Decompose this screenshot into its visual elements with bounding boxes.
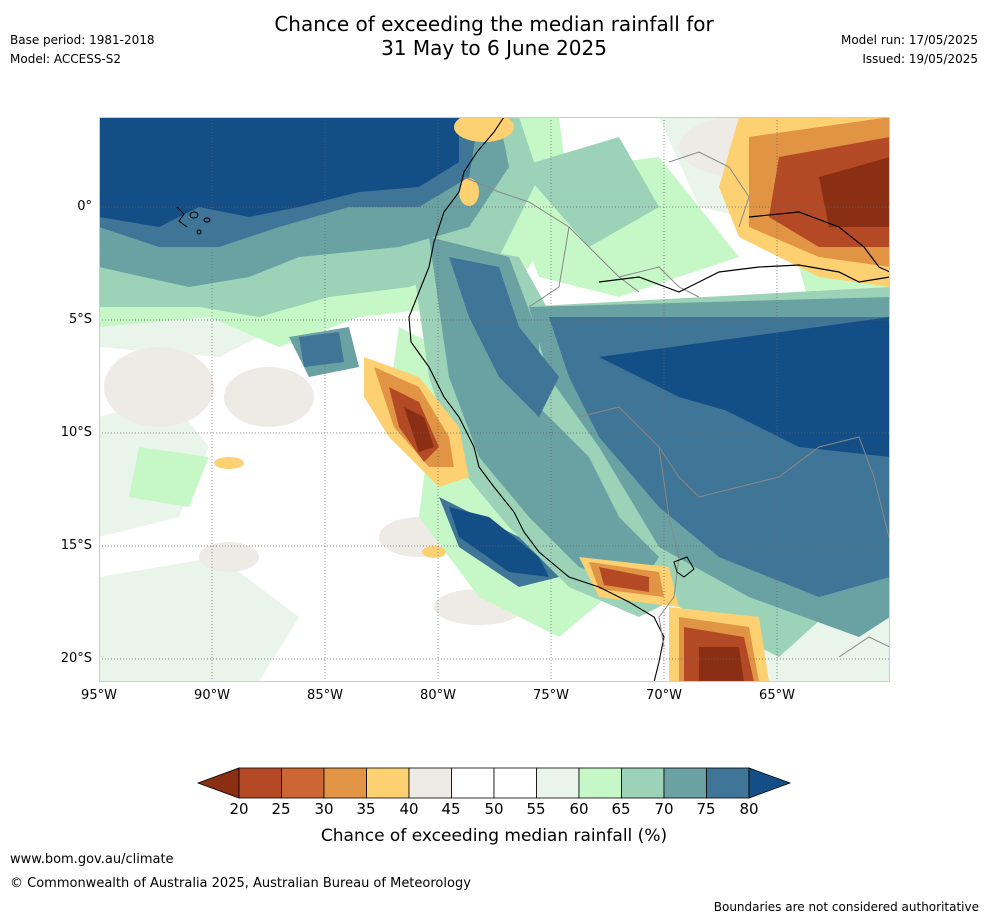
lon-label-85w: 85°W xyxy=(307,688,343,703)
colorbar xyxy=(196,767,792,799)
model-text: Model: ACCESS-S2 xyxy=(10,52,122,66)
colorbar-tick-50: 50 xyxy=(484,800,504,818)
lon-label-65w: 65°W xyxy=(759,688,795,703)
colorbar-tick-40: 40 xyxy=(399,800,419,818)
probability-fill-deep-blue xyxy=(99,117,890,644)
country-borders xyxy=(463,151,890,658)
colorbar-cell xyxy=(238,767,282,799)
colorbar-extend-low xyxy=(196,767,240,799)
lat-label-10s: 10°S xyxy=(60,425,92,440)
colorbar-tick-25: 25 xyxy=(271,800,291,818)
lon-label-80w: 80°W xyxy=(420,688,456,703)
colorbar-cell xyxy=(536,767,580,799)
colorbar-tick-80: 80 xyxy=(739,800,759,818)
colorbar-cell xyxy=(408,767,452,799)
colorbar-cell xyxy=(323,767,367,799)
lon-label-70w: 70°W xyxy=(646,688,682,703)
colorbar-tick-60: 60 xyxy=(569,800,589,818)
copyright-text: © Commonwealth of Australia 2025, Austra… xyxy=(10,876,471,891)
map-frame xyxy=(99,117,890,682)
colorbar-tick-35: 35 xyxy=(356,800,376,818)
coastline xyxy=(408,117,665,682)
colorbar-cell xyxy=(451,767,495,799)
colorbar-cell xyxy=(663,767,707,799)
colorbar-cell xyxy=(706,767,750,799)
rainfall-probability-map xyxy=(99,117,890,682)
lat-label-20s: 20°S xyxy=(60,651,92,666)
map-title: Chance of exceeding the median rainfall … xyxy=(0,12,988,60)
colorbar-tick-30: 30 xyxy=(314,800,334,818)
colorbar-title: Chance of exceeding median rainfall (%) xyxy=(320,826,668,846)
lon-label-75w: 75°W xyxy=(533,688,569,703)
colorbar-tick-75: 75 xyxy=(696,800,716,818)
lon-label-95w: 95°W xyxy=(81,688,117,703)
colorbar-tick-20: 20 xyxy=(229,800,249,818)
northern-coast xyxy=(748,211,890,273)
colorbar-tick-45: 45 xyxy=(441,800,461,818)
colorbar-cell xyxy=(281,767,325,799)
map-title-line2: 31 May to 6 June 2025 xyxy=(381,36,607,60)
graticule xyxy=(99,117,890,682)
lake-titicaca xyxy=(673,556,695,578)
lat-label-15s: 15°S xyxy=(60,538,92,553)
lon-label-90w: 90°W xyxy=(194,688,230,703)
galapagos-islands xyxy=(176,206,211,235)
probability-fill-dry-darkred xyxy=(404,157,890,682)
colorbar-cell xyxy=(621,767,665,799)
amazon-river xyxy=(598,264,890,293)
disclaimer-text: Boundaries are not considered authoritat… xyxy=(713,900,979,914)
base-period-text: Base period: 1981-2018 xyxy=(10,33,155,47)
map-title-line1: Chance of exceeding the median rainfall … xyxy=(274,12,714,36)
colorbar-tick-55: 55 xyxy=(526,800,546,818)
colorbar-extend-high xyxy=(748,767,792,799)
colorbar-tick-65: 65 xyxy=(611,800,631,818)
colorbar-cell xyxy=(493,767,537,799)
website-link[interactable]: www.bom.gov.au/climate xyxy=(10,852,174,867)
colorbar-cell xyxy=(366,767,410,799)
lat-label-0: 0° xyxy=(77,199,92,214)
colorbar-cell xyxy=(578,767,622,799)
model-run-text: Model run: 17/05/2025 xyxy=(840,33,978,47)
issued-text: Issued: 19/05/2025 xyxy=(862,52,978,66)
colorbar-tick-70: 70 xyxy=(654,800,674,818)
lat-label-5s: 5°S xyxy=(68,312,92,327)
